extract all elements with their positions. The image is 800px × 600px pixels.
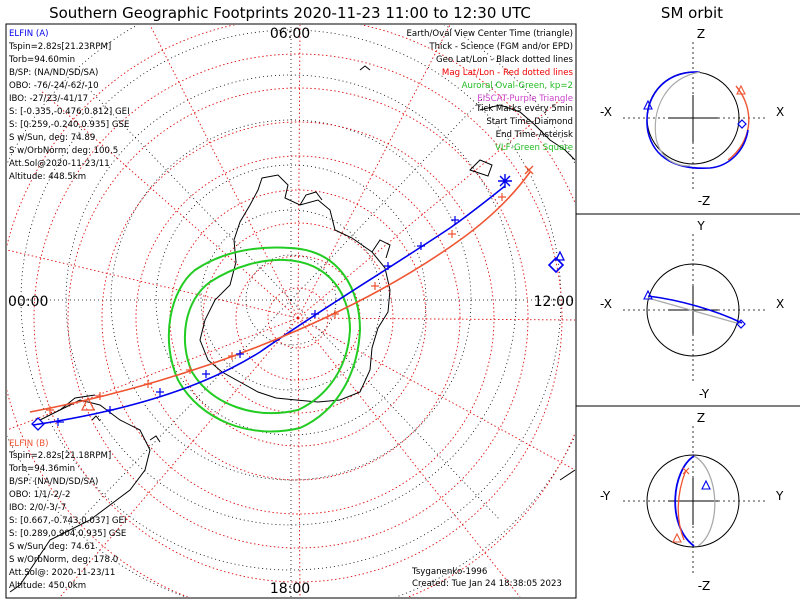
elfin-b-line: Att.Sol@: 2020-11-23/11 — [9, 568, 115, 578]
mag-lon-grid — [7, 25, 575, 597]
axis-label-left: -X — [600, 105, 612, 119]
south-america-outline — [9, 399, 151, 593]
elfin-b-line: Altitude: 450.0km — [9, 581, 86, 591]
mag-lat-grid — [7, 25, 575, 597]
axis-label-bottom: -Z — [698, 579, 711, 593]
elfin-b-view-triangle — [80, 396, 96, 411]
elfin-a-view-triangle — [554, 250, 566, 261]
elfin-b-line: S w/Sun, deg: 74.61 — [9, 542, 95, 552]
elfin-a-line: S w/OrbNorm, deg: 100.5 — [9, 146, 118, 156]
elfin-b-line: OBO: 1/1/-2/-2 — [9, 490, 71, 500]
legend-item: VLF-Green Square — [495, 143, 573, 153]
plot-title: Southern Geographic Footprints 2020-11-2… — [49, 4, 531, 22]
auroral-oval-inner — [183, 258, 352, 414]
elfin-a-line: Tspin=2.82s[21.23RPM] — [8, 42, 111, 52]
orbit-panel-xz: Z -Z -X X — [600, 27, 784, 208]
elfin-b-line: S: [0.289,0.904,0.935] GSE — [9, 529, 126, 539]
elfin-b-header: ELFIN (B) — [9, 439, 48, 449]
elfin-a-ticks — [56, 216, 459, 426]
elfin-b-info: ELFIN (B) Tspin=2.82s[21.18RPM] Torb=94.… — [8, 439, 127, 591]
created-stamp: Created: Tue Jan 24 18:38:05 2023 — [412, 579, 562, 589]
auroral-oval — [167, 246, 362, 433]
model-credit: Tsyganenko-1996 — [411, 567, 487, 577]
axis-label-bottom: -Z — [698, 194, 711, 208]
elfin-a-line: S: [0.259,-0.240,0.935] GSE — [9, 120, 129, 130]
axis-label-top: Y — [696, 219, 705, 233]
elfin-b-line: B/SP: (NA/ND/SD/SA) — [9, 477, 98, 487]
axis-label-left: -Y — [600, 489, 611, 503]
axis-label-top: Z — [697, 411, 705, 425]
legend-item: Tick Marks every 5min — [475, 104, 573, 114]
elfin-a-line: OBO: -76/-24/-62/-10 — [9, 81, 99, 91]
axis-label-bottom: -Y — [699, 387, 710, 401]
elfin-a-track — [32, 185, 506, 426]
elfin-a-line: Altitude: 448.5km — [9, 172, 86, 182]
axis-label-left: -X — [600, 297, 612, 311]
polar-map: 06:00 00:00 12:00 18:00 — [7, 25, 575, 597]
legend-item: Auroral Oval-Green, kp=2 — [462, 81, 573, 91]
elfin-b-ticks — [46, 193, 506, 414]
elfin-b-track — [29, 171, 531, 413]
elfin-a-line: Torb=94.60min — [8, 55, 75, 65]
axis-label-right: X — [776, 297, 784, 311]
elfin-a-line: Att.Sol@2020-11-23/11 — [9, 159, 110, 169]
orbit-panel-yz: Z -Z -Y Y — [600, 411, 784, 593]
africa-outline — [479, 104, 575, 161]
elfin-a-info: ELFIN (A) Tspin=2.82s[21.23RPM] Torb=94.… — [8, 29, 130, 182]
legend-item: Mag Lat/Lon - Red dotted lines — [442, 68, 574, 78]
legend-item: End Time-Asterisk — [496, 130, 573, 140]
antarctica-outline — [199, 174, 391, 403]
elfin-b-line: IBO: 2/0/-3/-7 — [9, 503, 66, 513]
auroral-oval-outer — [167, 246, 362, 433]
start-diamonds — [31, 256, 565, 431]
elfin-b-line: Tspin=2.82s[21.18RPM] — [8, 451, 111, 461]
legend: Earth/Oval View Center Time (triangle) T… — [406, 29, 573, 153]
legend-item: Earth/Oval View Center Time (triangle) — [406, 29, 573, 39]
coastlines — [9, 65, 575, 593]
elfin-a-line: S w/Sun, deg: 74.89 — [9, 133, 95, 143]
elfin-a-line: S: [-0.335,-0.476,0.812] GEI — [9, 107, 130, 117]
elfin-a-line: IBO: -27/23/-41/17 — [9, 94, 88, 104]
elfin-a-header: ELFIN (A) — [9, 29, 48, 39]
geo-lon-grid — [7, 25, 575, 597]
axis-label-right: Y — [775, 489, 784, 503]
legend-item: Start Time-Diamond — [486, 117, 573, 127]
orbit-title: SM orbit — [661, 4, 723, 22]
hour-label-right: 12:00 — [534, 294, 574, 310]
elfin-b-line: S: [0.667,-0.743,0.037] GEI — [9, 516, 127, 526]
hour-label-bottom: 18:00 — [270, 581, 310, 597]
hour-label-top: 06:00 — [270, 26, 310, 42]
elfin-b-line: Torb=94.36min — [8, 464, 75, 474]
elfin-a-line: B/SP: (NA/ND/SD/SA) — [9, 68, 98, 78]
axis-label-top: Z — [697, 27, 705, 41]
axis-label-right: X — [776, 105, 784, 119]
legend-item: Geo Lat/Lon - Black dotted lines — [436, 55, 574, 65]
end-asterisks — [498, 165, 534, 188]
elfin-b-line: S w/OrbNorm, deg: 178.0 — [9, 555, 118, 565]
australia-outline — [559, 469, 575, 481]
legend-item: EISCAT-Purple Triangle — [477, 94, 573, 104]
hour-label-left: 00:00 — [8, 294, 48, 310]
legend-item: Thick - Science (FGM and/or EPD) — [428, 42, 573, 52]
orbit-panel-xy: Y -Y -X X — [600, 219, 784, 401]
